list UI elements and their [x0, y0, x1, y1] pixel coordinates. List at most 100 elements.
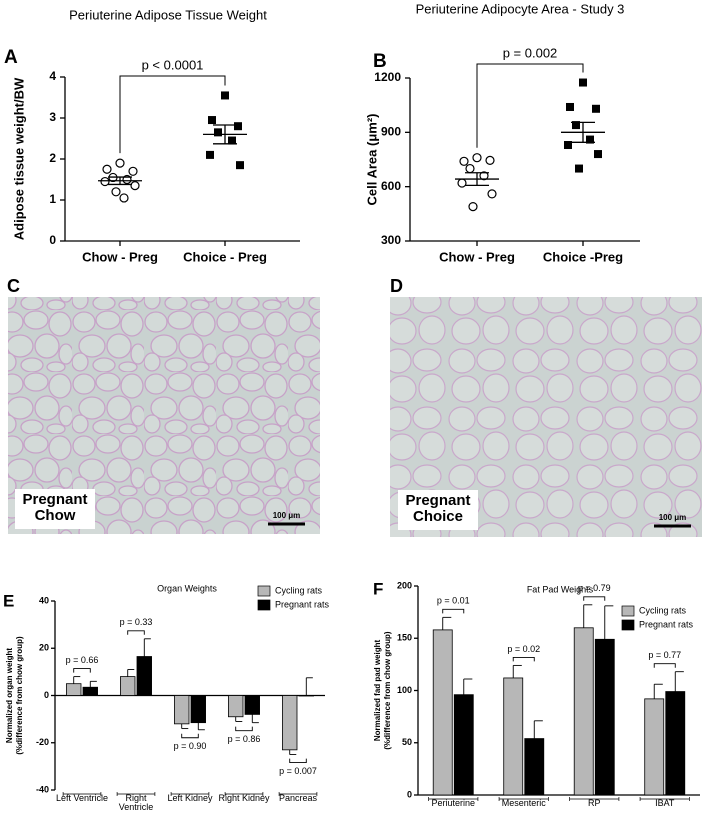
- significance-bracket: [73, 668, 91, 673]
- scale-bar-label: 100 μm: [273, 511, 301, 520]
- data-point: [100, 176, 110, 187]
- y-axis-label: Normalized fad pad weight: [373, 639, 382, 741]
- chart-title: Organ Weights: [157, 583, 217, 593]
- y-tick-label: 40: [39, 595, 49, 605]
- significance-bracket: [119, 75, 226, 154]
- chart-title: Fat Pad Weights: [527, 584, 594, 594]
- y-tick-label: 20: [39, 643, 49, 653]
- y-tick-label: -40: [36, 784, 49, 794]
- x-tick-label-box: Periuterine: [431, 799, 476, 808]
- p-value: p < 0.0001: [142, 57, 204, 72]
- panel-letter: D: [390, 276, 403, 296]
- y-tick-label: 0: [49, 233, 56, 247]
- data-point: [594, 150, 602, 159]
- data-point: [472, 153, 482, 163]
- p-value: p = 0.77: [648, 650, 681, 660]
- x-tick-label: Choice -Preg: [543, 249, 623, 264]
- x-tick-label: Right Kidney: [218, 794, 270, 803]
- bar: [282, 695, 298, 751]
- data-point: [487, 189, 497, 199]
- x-tick-label-box: Right Kidney: [218, 794, 270, 803]
- p-value: p = 0.33: [120, 617, 153, 627]
- data-point: [128, 166, 138, 176]
- x-tick-label: RP: [587, 799, 601, 808]
- x-tick-label: IBAT: [655, 799, 675, 808]
- legend-label: Cycling rats: [275, 585, 323, 595]
- legend-swatch: [257, 599, 271, 611]
- x-tick-label: Right Ventricle: [118, 794, 154, 813]
- x-tick-label: Choice - Preg: [183, 249, 267, 264]
- data-point: [564, 141, 572, 150]
- p-value: p = 0.01: [437, 596, 470, 606]
- p-value: p = 0.79: [578, 583, 611, 593]
- bar: [244, 695, 260, 715]
- x-tick-label: Left Kidney: [167, 794, 213, 803]
- data-point: [579, 78, 587, 87]
- x-tick-label: Pancreas: [278, 794, 318, 803]
- significance-bracket: [181, 733, 199, 739]
- significance-bracket: [653, 663, 676, 668]
- legend-swatch: [621, 619, 635, 631]
- panel-letter: B: [373, 51, 387, 72]
- bar: [228, 695, 244, 718]
- image-label-box: Pregnant Choice: [405, 493, 470, 524]
- data-point: [459, 156, 469, 166]
- data-point: [468, 201, 478, 212]
- y-tick-label: 300: [381, 233, 401, 247]
- data-point: [457, 178, 467, 188]
- x-tick-label: Mesenteric: [501, 799, 546, 808]
- bar: [665, 691, 686, 796]
- panel-letter: F: [373, 579, 383, 598]
- y-tick-label: 150: [397, 633, 412, 643]
- image-label-box: Pregnant Chow: [22, 492, 88, 524]
- panel-letter: A: [4, 47, 18, 68]
- significance-bracket: [476, 63, 584, 148]
- p-value: p = 0.90: [174, 741, 207, 751]
- scale-bar-label: 100 μm: [659, 513, 687, 522]
- data-point: [221, 91, 229, 100]
- bar: [453, 694, 474, 796]
- category-bracket: [278, 792, 318, 796]
- legend-swatch: [257, 585, 271, 597]
- data-point: [236, 161, 244, 170]
- x-tick-label-box: Pancreas: [278, 794, 318, 803]
- bar: [573, 627, 594, 796]
- x-tick-label: Chow - Preg: [439, 249, 515, 264]
- y-axis-label: (%difference from chow group): [383, 631, 392, 750]
- y-tick-label: 0: [407, 789, 412, 799]
- y-tick-label: -20: [36, 737, 49, 747]
- chart-title: Periuterine Adipocyte Area - Study 3: [416, 1, 625, 16]
- y-axis-label: Adipose tissue weight/BW: [11, 77, 26, 240]
- data-point: [119, 193, 129, 203]
- data-point: [102, 164, 112, 174]
- p-value: p = 0.007: [279, 766, 317, 776]
- y-tick-label: 4: [49, 69, 56, 83]
- label-box: [15, 489, 95, 529]
- x-tick-label-box: Right Ventricle: [118, 794, 154, 813]
- image-label: Pregnant Chow: [22, 492, 88, 524]
- legend-label: Cycling rats: [639, 605, 687, 615]
- bar: [120, 676, 136, 696]
- significance-bracket: [583, 596, 606, 601]
- y-axis-label: Cell Area (μm²): [364, 114, 379, 206]
- y-tick-label: 900: [381, 125, 401, 139]
- significance-bracket: [127, 630, 145, 635]
- x-tick-label: Left Ventricle: [55, 794, 109, 803]
- significance-bracket: [289, 758, 307, 764]
- label-box: [398, 490, 478, 530]
- bar: [136, 656, 152, 696]
- data-point: [115, 158, 125, 168]
- x-tick-label-box: RP: [587, 799, 601, 808]
- category-bracket: [498, 797, 549, 801]
- p-value: p = 0.66: [66, 655, 99, 665]
- data-point: [228, 136, 236, 145]
- bar: [503, 677, 524, 796]
- category-bracket: [116, 792, 156, 796]
- legend-swatch: [621, 605, 635, 617]
- data-point: [575, 164, 583, 173]
- panel-letter: E: [3, 591, 14, 610]
- bar: [174, 695, 190, 725]
- x-tick-label: Periuterine: [431, 799, 476, 808]
